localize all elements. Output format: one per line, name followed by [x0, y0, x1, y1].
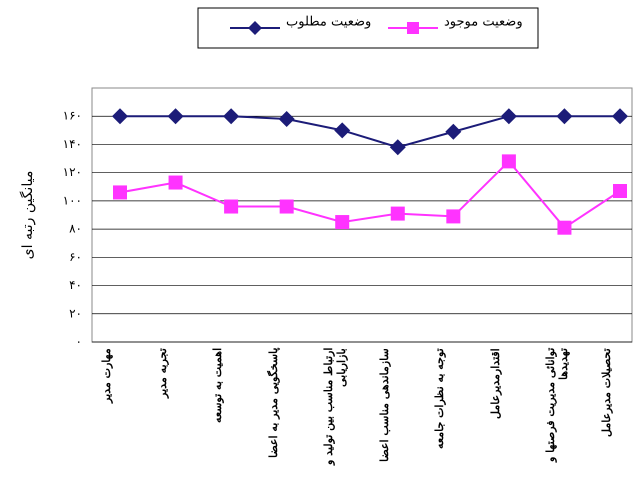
x-tick-label: تحصیلات مدیرعامل [600, 348, 613, 437]
point [224, 199, 239, 214]
point [168, 175, 183, 190]
legend-marker [248, 21, 262, 35]
y-tick-label: ۸۰ [69, 222, 82, 236]
x-tick-label: اهمیت به توسعه [211, 348, 225, 424]
x-tick-label: ارتباط مناسب بین تولید و بازاریابی [322, 348, 349, 466]
y-tick-label: ۶۰ [69, 250, 82, 264]
x-tick-label: مهارت مدیر [100, 348, 113, 403]
x-tick-label: تجربه مدیر [155, 348, 169, 398]
plot-area [91, 87, 633, 343]
point [278, 111, 295, 128]
y-tick-label: ۱۰۰ [63, 193, 82, 207]
series-line [120, 115, 620, 149]
legend-label: وضعیت موجود [444, 15, 523, 30]
point [557, 220, 572, 235]
point [556, 108, 573, 125]
y-tick-label: ۱۶۰ [63, 109, 82, 123]
point [335, 215, 350, 230]
point [613, 184, 627, 199]
y-tick-label: ۱۴۰ [63, 137, 82, 151]
x-tick-label: سازماندهی مناسب اعضا [377, 348, 391, 462]
point [279, 199, 294, 214]
point [501, 154, 516, 169]
point [112, 108, 128, 125]
point [113, 185, 127, 200]
y-tick-label: ۰ [76, 335, 82, 349]
y-tick-label: ۱۲۰ [63, 165, 82, 179]
y-tick-label: ۴۰ [69, 278, 82, 292]
point [445, 123, 462, 140]
point [390, 206, 405, 221]
point [223, 108, 240, 125]
x-tick-label: توانائی مدیریت فرصتها و تهدیدها [544, 348, 571, 463]
legend-marker [407, 22, 419, 34]
series-line [119, 159, 621, 230]
x-tick-label: توجه به نظرات جامعه [433, 348, 447, 449]
y-tick-label: ۲۰ [69, 306, 82, 320]
point [389, 139, 406, 156]
x-tick-label: اقتدارمدیرعامل [488, 348, 502, 419]
point [167, 108, 184, 125]
point [446, 209, 461, 224]
y-axis-title: میانگین رتبه ای [19, 171, 36, 260]
legend-label: وضعیت مطلوب [286, 15, 371, 30]
point [612, 108, 628, 125]
point [500, 108, 517, 125]
x-tick-label: پاسخگویی مدیر به اعضا [266, 348, 280, 459]
point [334, 122, 351, 139]
